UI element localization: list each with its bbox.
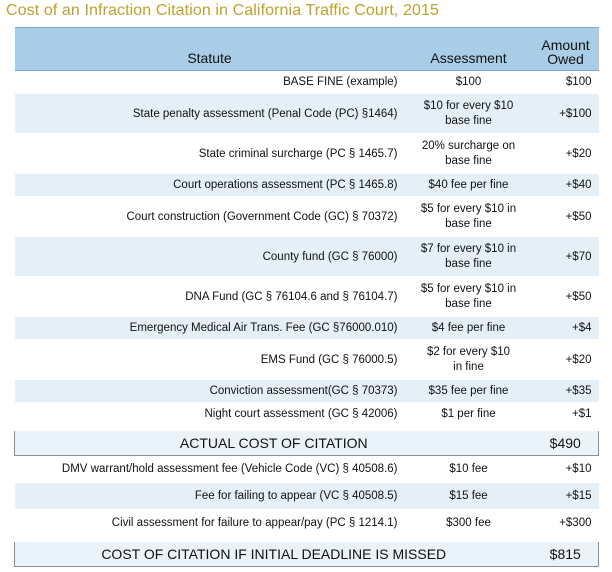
statute-cell: DMV warrant/hold assessment fee (Vehicle… (14, 455, 405, 483)
amount-cell: +$50 (532, 276, 599, 317)
assessment-cell: $5 for every $10 in base fine (404, 196, 533, 237)
statute-cell: BASE FINE (example) (14, 70, 405, 94)
assessment-line1: $4 fee per fine (431, 321, 506, 334)
assessment-line1: $100 (455, 75, 482, 88)
assessment-cell: $2 for every $10 in fine (404, 339, 533, 380)
amount-cell: +$70 (532, 236, 599, 277)
statute-cell: County fund (GC § 76000) (14, 236, 405, 277)
amount-cell: +$40 (532, 173, 599, 197)
table-row: BASE FINE (example) $100 $100 (14, 70, 599, 94)
assessment-line1: $5 for every $10 in (420, 282, 517, 295)
table-row: EMS Fund (GC § 76000.5) $2 for every $10 i… (14, 339, 599, 380)
amount-cell: +$100 (532, 93, 599, 134)
assessment-cell: $1 per fine (404, 402, 533, 426)
statute-cell: Fee for failing to appear (VC § 40508.5) (14, 482, 405, 510)
assessment-cell: $35 fee per fine (404, 379, 533, 403)
table-body: BASE FINE (example) $100 $100 State penalty… (14, 70, 599, 567)
table-row: DMV warrant/hold assessment fee (Vehicle… (14, 455, 599, 483)
assessment-cell: $15 fee (404, 482, 533, 510)
header-amount-owed: Amount Owed (532, 27, 599, 71)
assessment-line1: $40 fee per fine (428, 178, 509, 191)
statute-cell: Conviction assessment(GC § 70373) (14, 379, 405, 403)
header-statute: Statute (14, 27, 405, 71)
assessment-line2: base fine (445, 297, 492, 310)
table-row: Night court assessment (GC § 42006) $1 pe… (14, 402, 599, 426)
assessment-cell: $10 fee (404, 455, 533, 483)
statute-cell: Court construction (Government Code (GC)… (14, 196, 405, 237)
assessment-line1: $10 for every $10 (423, 99, 514, 112)
statute-cell: Emergency Medical Air Trans. Fee (GC §76… (14, 316, 405, 340)
assessment-cell: $100 (404, 70, 533, 94)
assessment-cell: $4 fee per fine (404, 316, 533, 340)
total-label: ACTUAL COST OF CITATION (14, 430, 533, 456)
amount-cell: +$35 (532, 379, 599, 403)
assessment-line2: base fine (445, 154, 492, 167)
table-header-row: Statute Assessment Amount Owed (14, 27, 599, 71)
amount-cell: +$15 (532, 482, 599, 510)
statute-cell: EMS Fund (GC § 76000.5) (14, 339, 405, 380)
table-row: Civil assessment for failure to appear/p… (14, 509, 599, 537)
amount-cell: +$300 (532, 509, 599, 537)
page-title: Cost of an Infraction Citation in Califo… (6, 2, 439, 19)
assessment-cell: $10 for every $10 base fine (404, 93, 533, 134)
assessment-line1: 20% surcharge on (421, 139, 516, 152)
assessment-line2: base fine (445, 217, 492, 230)
assessment-cell: $300 fee (404, 509, 533, 537)
amount-cell: +$4 (532, 316, 599, 340)
total-amount: $490 (532, 430, 599, 456)
assessment-cell: $7 for every $10 in base fine (404, 236, 533, 277)
table-row: Court operations assessment (PC § 1465.8… (14, 173, 599, 197)
total-row-actual-cost: ACTUAL COST OF CITATION $490 (14, 430, 599, 456)
table-row: Court construction (Government Code (GC)… (14, 196, 599, 237)
amount-cell: +$20 (532, 339, 599, 380)
statute-cell: DNA Fund (GC § 76104.6 and § 76104.7) (14, 276, 405, 317)
amount-cell: +$1 (532, 402, 599, 426)
table-row: County fund (GC § 76000) $7 for every $10… (14, 236, 599, 277)
assessment-line2: base fine (445, 114, 492, 127)
statute-cell: Night court assessment (GC § 42006) (14, 402, 405, 426)
table-row: State criminal surcharge (PC § 1465.7) 20… (14, 133, 599, 174)
table-row: Emergency Medical Air Trans. Fee (GC §76… (14, 316, 599, 340)
citation-cost-table: Statute Assessment Amount Owed BASE FINE… (14, 27, 599, 567)
total-amount: $815 (532, 541, 599, 567)
assessment-line1: $7 for every $10 in (420, 242, 517, 255)
total-row-missed-deadline: COST OF CITATION IF INITIAL DEADLINE IS … (14, 541, 599, 567)
assessment-cell: 20% surcharge on base fine (404, 133, 533, 174)
amount-cell: $100 (532, 70, 599, 94)
table-row: State penalty assessment (Penal Code (PC… (14, 93, 599, 134)
assessment-line1: $35 fee per fine (428, 384, 509, 397)
assessment-cell: $40 fee per fine (404, 173, 533, 197)
statute-cell: Court operations assessment (PC § 1465.8… (14, 173, 405, 197)
total-label: COST OF CITATION IF INITIAL DEADLINE IS … (14, 541, 533, 567)
header-amount-line2: Owed (547, 51, 584, 67)
amount-cell: +$10 (532, 455, 599, 483)
header-amount-line1: Amount (541, 37, 590, 53)
statute-cell: State criminal surcharge (PC § 1465.7) (14, 133, 405, 174)
amount-cell: +$50 (532, 196, 599, 237)
assessment-line1: $1 per fine (441, 407, 496, 420)
assessment-line1: $2 for every $10 (426, 345, 511, 358)
amount-cell: +$20 (532, 133, 599, 174)
table-row: Fee for failing to appear (VC § 40508.5)… (14, 482, 599, 510)
statute-cell: State penalty assessment (Penal Code (PC… (14, 93, 405, 134)
table-row: Conviction assessment(GC § 70373) $35 fee… (14, 379, 599, 403)
table-row: DNA Fund (GC § 76104.6 and § 76104.7) $5 … (14, 276, 599, 317)
statute-cell: Civil assessment for failure to appear/p… (14, 509, 405, 537)
assessment-line1: $5 for every $10 in (420, 202, 517, 215)
header-assessment: Assessment (404, 27, 533, 71)
assessment-line2: base fine (445, 257, 492, 270)
assessment-cell: $5 for every $10 in base fine (404, 276, 533, 317)
assessment-line2: in fine (453, 360, 484, 373)
